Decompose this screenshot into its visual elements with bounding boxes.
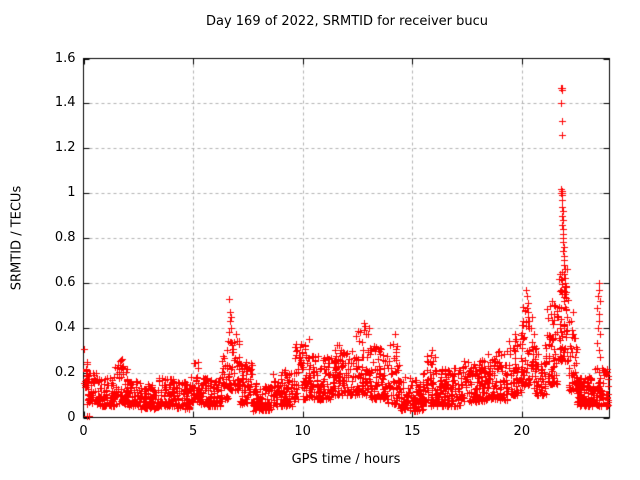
y-tick-label: 0.2 [54,364,76,380]
y-tick-label: 1 [67,185,76,201]
x-tick-label: 20 [513,423,531,439]
y-tick-label: 0.6 [54,274,76,290]
y-tick-label: 1.6 [54,50,76,66]
y-tick-label: 1.2 [54,140,76,156]
y-tick-label: 0.4 [54,319,76,335]
x-axis-label: GPS time / hours [291,452,401,467]
x-tick-label: 10 [294,423,311,439]
x-tick-label: 15 [403,423,421,439]
y-tick-label: 0.8 [54,230,76,245]
x-tick-label: 0 [79,423,88,439]
y-tick-label: 1.4 [54,95,76,111]
y-tick-label: 0 [67,409,76,425]
chart-title: Day 169 of 2022, SRMTID for receiver buc… [205,14,489,29]
y-axis-label: SRMTID / TECUs [9,185,25,291]
x-tick-label: 5 [188,423,198,439]
